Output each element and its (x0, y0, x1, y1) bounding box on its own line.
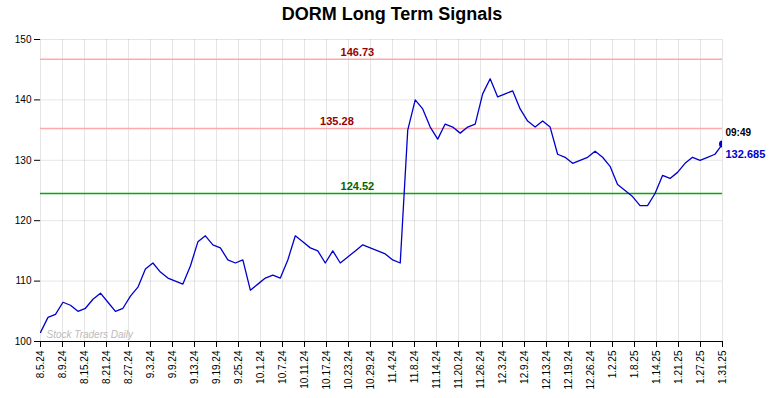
svg-text:100: 100 (15, 336, 32, 347)
svg-text:9.19.24: 9.19.24 (211, 350, 222, 384)
svg-text:12.19.24: 12.19.24 (563, 350, 574, 389)
svg-text:11.26.24: 11.26.24 (475, 350, 486, 389)
svg-text:8.5.24: 8.5.24 (35, 350, 46, 378)
svg-text:9.9.24: 9.9.24 (167, 350, 178, 378)
svg-text:8.15.24: 8.15.24 (79, 350, 90, 384)
svg-text:11.20.24: 11.20.24 (453, 350, 464, 389)
svg-text:1.2.25: 1.2.25 (607, 350, 618, 378)
svg-text:150: 150 (15, 34, 32, 45)
svg-text:12.26.24: 12.26.24 (585, 350, 596, 389)
svg-text:12.3.24: 12.3.24 (497, 350, 508, 384)
svg-text:1.27.25: 1.27.25 (695, 350, 706, 384)
svg-text:Stock Traders Daily: Stock Traders Daily (47, 329, 135, 340)
svg-text:124.52: 124.52 (341, 180, 375, 192)
svg-text:10.29.24: 10.29.24 (365, 350, 376, 389)
svg-text:9.13.24: 9.13.24 (189, 350, 200, 384)
svg-text:8.27.24: 8.27.24 (123, 350, 134, 384)
svg-text:8.21.24: 8.21.24 (101, 350, 112, 384)
svg-text:8.9.24: 8.9.24 (57, 350, 68, 378)
svg-text:1.14.25: 1.14.25 (651, 350, 662, 384)
svg-text:10.7.24: 10.7.24 (277, 350, 288, 384)
svg-text:146.73: 146.73 (341, 46, 375, 58)
svg-text:130: 130 (15, 155, 32, 166)
svg-text:9.3.24: 9.3.24 (145, 350, 156, 378)
svg-text:11.8.24: 11.8.24 (409, 350, 420, 383)
svg-text:132.685: 132.685 (726, 148, 766, 160)
svg-text:11.4.24: 11.4.24 (387, 350, 398, 383)
html-text:DORM Long Term Signals: DORM Long Term Signals (281, 4, 503, 24)
svg-text:140: 140 (15, 94, 32, 105)
svg-text:12.13.24: 12.13.24 (541, 350, 552, 389)
svg-text:120: 120 (15, 215, 32, 226)
svg-text:10.17.24: 10.17.24 (321, 350, 332, 389)
svg-text:10.23.24: 10.23.24 (343, 350, 354, 389)
svg-text:10.1.24: 10.1.24 (255, 350, 266, 384)
svg-text:9.25.24: 9.25.24 (233, 350, 244, 384)
svg-text:1.8.25: 1.8.25 (629, 350, 640, 378)
svg-text:1.31.25: 1.31.25 (717, 350, 728, 384)
svg-text:1.21.25: 1.21.25 (673, 350, 684, 384)
svg-text:12.9.24: 12.9.24 (519, 350, 530, 384)
svg-text:09:49: 09:49 (726, 127, 752, 138)
svg-text:135.28: 135.28 (320, 115, 354, 127)
svg-text:110: 110 (16, 275, 32, 286)
svg-text:10.11.24: 10.11.24 (299, 350, 310, 389)
svg-text:11.14.24: 11.14.24 (431, 350, 442, 389)
